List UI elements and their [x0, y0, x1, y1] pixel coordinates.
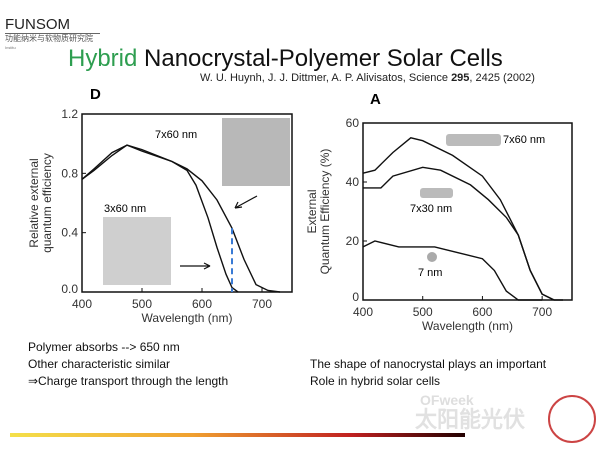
y-axis-label: External — [305, 189, 319, 233]
dot-icon-7nm — [427, 252, 437, 262]
watermark-line1: OFweek — [420, 392, 474, 408]
title-highlight: Hybrid — [68, 45, 138, 72]
x-tick-label: 700 — [532, 305, 552, 319]
y-tick-label: 0 — [352, 290, 359, 304]
y-axis-label: Quantum Efficiency (%) — [318, 149, 332, 275]
plot-frame — [81, 113, 293, 293]
logo-tiny-text: Institu — [5, 45, 16, 50]
series-line-7x60nm — [81, 144, 281, 293]
notes-right: The shape of nanocrystal plays an import… — [310, 356, 546, 390]
note-line: Role in hybrid solar cells — [310, 374, 441, 388]
x-tick-label: 500 — [132, 297, 152, 311]
annotation-3x60: 3x60 nm — [104, 203, 146, 215]
label-7x60: 7x60 nm — [503, 134, 545, 146]
title-rest: Nanocrystal-Polyemer Solar Cells — [137, 45, 503, 72]
x-tick-label: 400 — [353, 305, 373, 319]
x-axis-label: Wavelength (nm) — [142, 311, 233, 325]
notes-left: Polymer absorbs --> 650 nm Other charact… — [28, 339, 228, 390]
x-tick-label: 400 — [72, 297, 92, 311]
series-line-3x60nm — [81, 144, 239, 293]
note-line: The shape of nanocrystal plays an import… — [310, 357, 547, 371]
annotation-7x60: 7x60 nm — [155, 129, 197, 141]
panel-label: A — [370, 91, 381, 108]
arrow-icon — [180, 262, 211, 270]
university-seal — [548, 395, 596, 443]
citation-pages: , 2425 (2002) — [469, 72, 535, 84]
rod-icon-7x30 — [420, 188, 453, 198]
watermark-line2: 太阳能光伏 — [415, 407, 526, 432]
funsom-logo: FUNSOM — [5, 16, 100, 34]
y-axis-label: quantum efficiency — [40, 153, 54, 253]
citation-authors: W. U. Huynh, J. J. Dittmer, A. P. Alivis… — [200, 72, 452, 84]
label-7nm: 7 nm — [418, 267, 442, 279]
x-tick-label: 700 — [252, 297, 272, 311]
panel-label: D — [90, 86, 101, 103]
y-tick-label: 0.4 — [61, 226, 78, 240]
rod-icon-7x60 — [446, 134, 501, 146]
footer-gradient-bar — [10, 433, 465, 437]
y-tick-label: 60 — [346, 116, 360, 130]
x-axis-label: Wavelength (nm) — [422, 319, 513, 333]
y-tick-label: 1.2 — [61, 107, 78, 121]
note-line: ⇒Charge transport through the length — [28, 374, 229, 388]
x-tick-label: 600 — [472, 305, 492, 319]
tem-image-3x60 — [103, 217, 171, 285]
y-tick-label: 0.8 — [61, 166, 78, 180]
note-line: Polymer absorbs --> 650 nm — [28, 340, 180, 354]
label-7x30: 7x30 nm — [410, 203, 452, 215]
x-tick-label: 500 — [413, 305, 433, 319]
arrow-icon — [234, 195, 258, 209]
slide-title: Hybrid Nanocrystal-Polyemer Solar Cells — [68, 45, 503, 72]
y-axis-label: Relative external — [27, 158, 41, 247]
y-tick-label: 40 — [346, 175, 360, 189]
y-tick-label: 0.0 — [61, 282, 78, 296]
series-line-7x30nm — [363, 166, 555, 301]
citation-volume: 295 — [451, 72, 470, 84]
plot-frame — [362, 122, 573, 301]
citation: W. U. Huynh, J. J. Dittmer, A. P. Alivis… — [200, 72, 535, 85]
x-tick-label: 600 — [192, 297, 212, 311]
series-line-7nm — [362, 240, 543, 301]
y-tick-label: 20 — [346, 234, 360, 248]
note-line: Other characteristic similar — [28, 357, 171, 371]
tem-image-7x60 — [222, 118, 290, 186]
logo-subtitle: 功能纳米与软物质研究院 — [5, 34, 93, 43]
